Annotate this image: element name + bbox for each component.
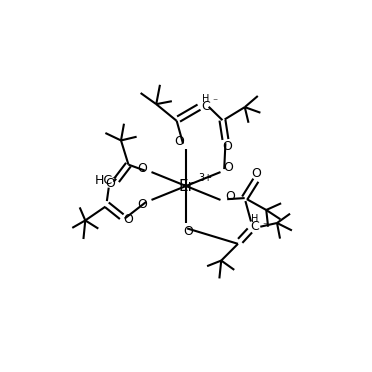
- Text: O: O: [137, 162, 147, 175]
- Text: C: C: [250, 220, 259, 233]
- Text: O: O: [174, 135, 184, 148]
- Text: HC: HC: [95, 174, 113, 187]
- Text: Er: Er: [178, 179, 194, 193]
- Text: O: O: [251, 167, 262, 180]
- Text: O: O: [124, 213, 134, 226]
- Text: O: O: [224, 161, 234, 174]
- Text: O: O: [137, 198, 147, 211]
- Text: ⁻: ⁻: [213, 97, 218, 107]
- Text: O: O: [222, 140, 232, 153]
- Text: O: O: [183, 225, 193, 238]
- Text: O: O: [225, 190, 235, 203]
- Text: O: O: [106, 177, 116, 190]
- Text: 3+: 3+: [198, 173, 212, 183]
- Text: ⁻: ⁻: [112, 175, 117, 185]
- Text: ⁻: ⁻: [262, 222, 267, 232]
- Text: H: H: [202, 94, 209, 104]
- Text: C: C: [201, 100, 210, 112]
- Text: H: H: [251, 214, 259, 224]
